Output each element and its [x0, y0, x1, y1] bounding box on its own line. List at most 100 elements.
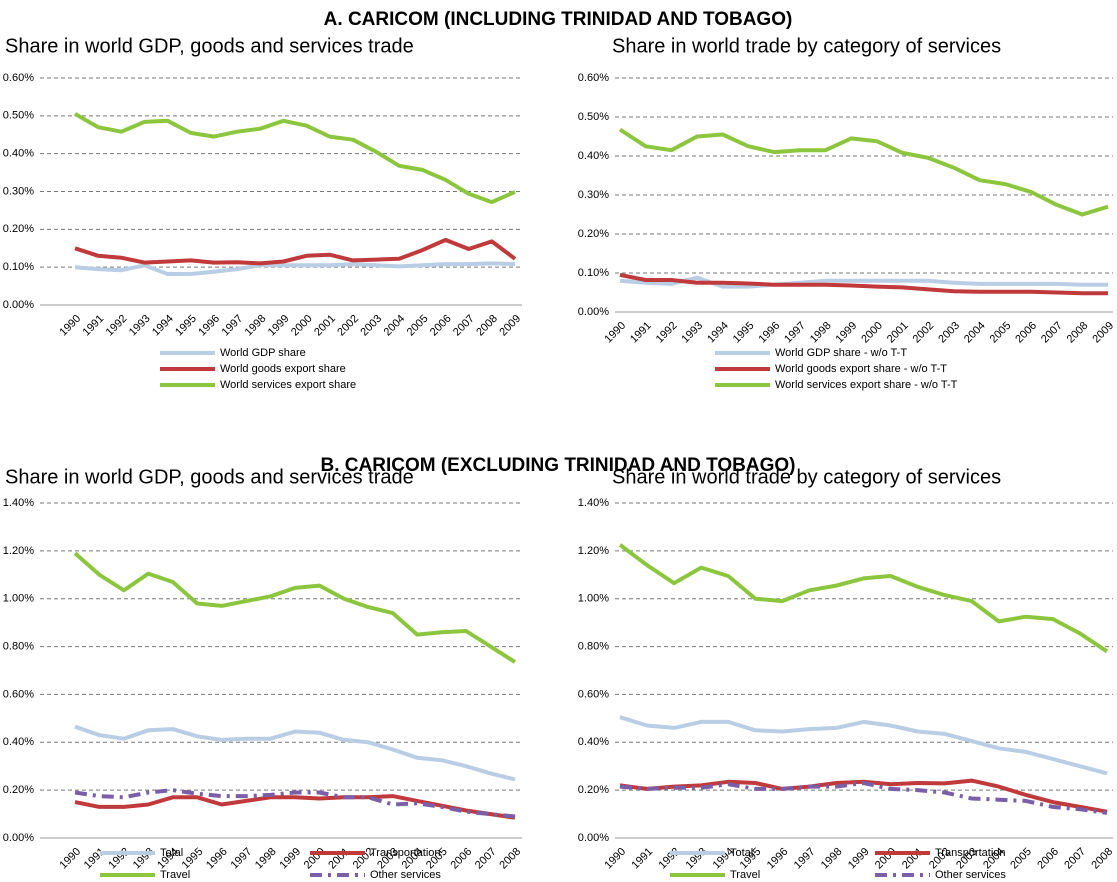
x-tick-label: 2001 — [900, 846, 926, 872]
x-tick-label: 1999 — [266, 313, 292, 339]
x-tick-label: 2000 — [859, 320, 885, 346]
x-tick-label: 1990 — [57, 846, 83, 872]
x-tick-label: 2007 — [1039, 320, 1065, 346]
y-tick-label: 0.20% — [3, 223, 34, 235]
y-tick-label: 1.20% — [578, 545, 609, 557]
chart-subtitle: Share in world GDP, goods and services t… — [5, 466, 414, 488]
x-tick-label: 2003 — [358, 313, 384, 339]
x-tick-label: 1991 — [629, 846, 655, 872]
x-tick-label: 1995 — [180, 846, 206, 872]
y-tick-label: 0.40% — [578, 150, 609, 162]
x-tick-label: 1991 — [82, 846, 108, 872]
x-tick-label: 1992 — [656, 846, 682, 872]
chart-subtitle: Share in world trade by category of serv… — [612, 35, 1001, 57]
x-tick-label: 1999 — [834, 320, 860, 346]
x-tick-label: 1994 — [150, 313, 176, 339]
y-tick-label: 0.50% — [3, 110, 34, 122]
x-tick-label: 2002 — [335, 313, 361, 339]
chart-subtitle: Share in world GDP, goods and services t… — [5, 35, 414, 57]
chart-subtitle: Share in world trade by category of serv… — [612, 466, 1001, 488]
x-tick-label: 1995 — [173, 313, 199, 339]
y-tick-label: 1.00% — [3, 593, 34, 605]
x-tick-label: 1998 — [243, 313, 269, 339]
x-tick-label: 2008 — [497, 846, 523, 872]
x-tick-label: 1995 — [731, 320, 757, 346]
x-tick-label: 1998 — [819, 846, 845, 872]
series-line — [74, 237, 517, 266]
x-tick-label: 1992 — [104, 313, 130, 339]
y-tick-label: 0.20% — [3, 784, 34, 796]
y-tick-label: 0.60% — [3, 72, 34, 84]
y-tick-label: 0.10% — [3, 261, 34, 273]
x-tick-label: 1996 — [756, 320, 782, 346]
y-tick-label: 0.80% — [3, 640, 34, 652]
legend-label: Total — [160, 847, 183, 859]
x-tick-label: 1996 — [765, 846, 791, 872]
x-tick-label: 2001 — [312, 313, 338, 339]
x-tick-label: 2003 — [936, 320, 962, 346]
y-tick-label: 0.30% — [578, 189, 609, 201]
legend-label: Transportation — [935, 847, 1006, 859]
x-tick-label: 2007 — [1062, 846, 1088, 872]
x-tick-label: 1993 — [127, 313, 153, 339]
x-tick-label: 1992 — [106, 846, 132, 872]
x-tick-label: 2008 — [474, 313, 500, 339]
x-tick-label: 1993 — [131, 846, 157, 872]
y-tick-label: 0.60% — [3, 688, 34, 700]
y-tick-label: 0.20% — [578, 228, 609, 240]
series-line — [74, 788, 516, 819]
legend-label: World services export share - w/o T-T — [775, 379, 958, 391]
x-tick-label: 1994 — [705, 320, 731, 346]
legend-label: Transportation — [370, 847, 441, 859]
y-tick-label: 0.00% — [3, 299, 34, 311]
x-tick-label: 1992 — [654, 320, 680, 346]
x-tick-label: 1999 — [846, 846, 872, 872]
x-tick-label: 2004 — [382, 313, 408, 339]
series-line — [619, 275, 1108, 289]
x-tick-label: 1990 — [602, 320, 628, 346]
legend-label: World goods export share - w/o T-T — [775, 363, 947, 375]
x-tick-label: 2005 — [1008, 846, 1034, 872]
x-tick-label: 2006 — [1035, 846, 1061, 872]
y-tick-label: 1.40% — [578, 497, 609, 509]
x-tick-label: 2007 — [451, 313, 477, 339]
x-tick-label: 1997 — [782, 320, 808, 346]
x-tick-label: 2000 — [873, 846, 899, 872]
legend-label: Total — [730, 847, 753, 859]
y-tick-label: 0.40% — [578, 736, 609, 748]
y-tick-label: 1.00% — [578, 593, 609, 605]
y-tick-label: 0.30% — [3, 185, 34, 197]
x-tick-label: 2000 — [289, 313, 315, 339]
series-line — [73, 551, 517, 664]
y-tick-label: 0.60% — [578, 72, 609, 84]
series-line — [619, 781, 1108, 815]
x-tick-label: 1996 — [204, 846, 230, 872]
x-tick-label: 1997 — [228, 846, 254, 872]
series-line — [618, 127, 1109, 217]
y-tick-label: 1.40% — [3, 497, 34, 509]
series-line — [74, 724, 516, 782]
y-tick-label: 0.20% — [578, 784, 609, 796]
x-tick-label: 1993 — [684, 846, 710, 872]
x-tick-label: 2008 — [1065, 320, 1091, 346]
x-tick-label: 2002 — [911, 320, 937, 346]
legend-label: World GDP share - w/o T-T — [775, 347, 907, 359]
legend-label: Travel — [730, 869, 760, 881]
x-tick-label: 2009 — [497, 313, 523, 339]
x-tick-label: 2006 — [428, 313, 454, 339]
y-tick-label: 0.80% — [578, 640, 609, 652]
x-tick-label: 2007 — [473, 846, 499, 872]
series-line — [619, 272, 1108, 296]
x-tick-label: 2009 — [1090, 320, 1116, 346]
x-tick-label: 1993 — [679, 320, 705, 346]
x-tick-label: 1991 — [81, 313, 107, 339]
y-tick-label: 0.00% — [578, 832, 609, 844]
x-tick-label: 1990 — [602, 846, 628, 872]
x-tick-label: 1999 — [277, 846, 303, 872]
x-tick-label: 1991 — [628, 320, 654, 346]
y-tick-label: 0.40% — [3, 736, 34, 748]
y-tick-label: 0.00% — [3, 832, 34, 844]
series-line — [74, 112, 516, 205]
x-tick-label: 2001 — [885, 320, 911, 346]
